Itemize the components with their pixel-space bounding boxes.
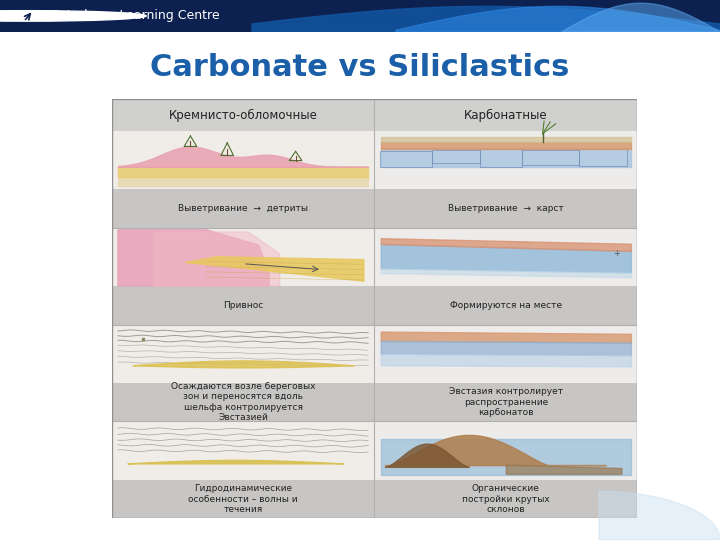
Text: Гидродинамические
особенности – волны и
течения: Гидродинамические особенности – волны и … [188,484,298,514]
Bar [374,131,637,189]
Text: Эвстазия контролирует
распространение
карбонатов: Эвстазия контролирует распространение ка… [449,387,563,417]
Text: +: + [613,249,620,258]
Bar [112,422,374,480]
Polygon shape [396,6,720,32]
Bar [112,480,374,518]
Text: Привнос: Привнос [223,301,263,310]
Polygon shape [252,6,720,32]
Text: Выветривание  →  карст: Выветривание → карст [448,204,564,213]
Text: Формируются на месте: Формируются на месте [450,301,562,310]
Bar [374,189,637,228]
Bar [374,325,637,383]
Bar [374,383,637,422]
Bar [112,383,374,422]
Polygon shape [153,232,280,286]
Bar [374,286,637,325]
Bar [379,151,432,167]
Bar [112,286,374,325]
Text: Осаждаются возле береговых
зон и переносятся вдоль
шельфа контролируется
Эвстази: Осаждаются возле береговых зон и перенос… [171,382,315,422]
Polygon shape [118,230,269,286]
Text: Органические
постройки крутых
склонов: Органические постройки крутых склонов [462,484,549,514]
Circle shape [0,11,146,21]
Polygon shape [562,3,720,32]
Bar [432,150,480,163]
Bar [374,228,637,286]
Bar [374,99,637,131]
Text: Кремнисто-обломочные: Кремнисто-обломочные [168,109,318,122]
Bar [480,150,521,167]
Bar [112,228,374,286]
Bar [112,325,374,383]
Bar [374,480,637,518]
Bar [112,189,374,228]
Text: Карбонатные: Карбонатные [464,109,548,122]
Bar [112,99,374,131]
Polygon shape [599,491,720,540]
Text: Carbonate vs Siliclastics: Carbonate vs Siliclastics [150,53,570,83]
Bar [374,422,637,480]
Text: Petroleum Learning Centre: Petroleum Learning Centre [52,9,220,23]
Polygon shape [185,256,364,281]
Bar [580,150,626,166]
Text: Выветривание  →  детриты: Выветривание → детриты [178,204,308,213]
Bar [112,131,374,189]
Bar [521,150,580,165]
